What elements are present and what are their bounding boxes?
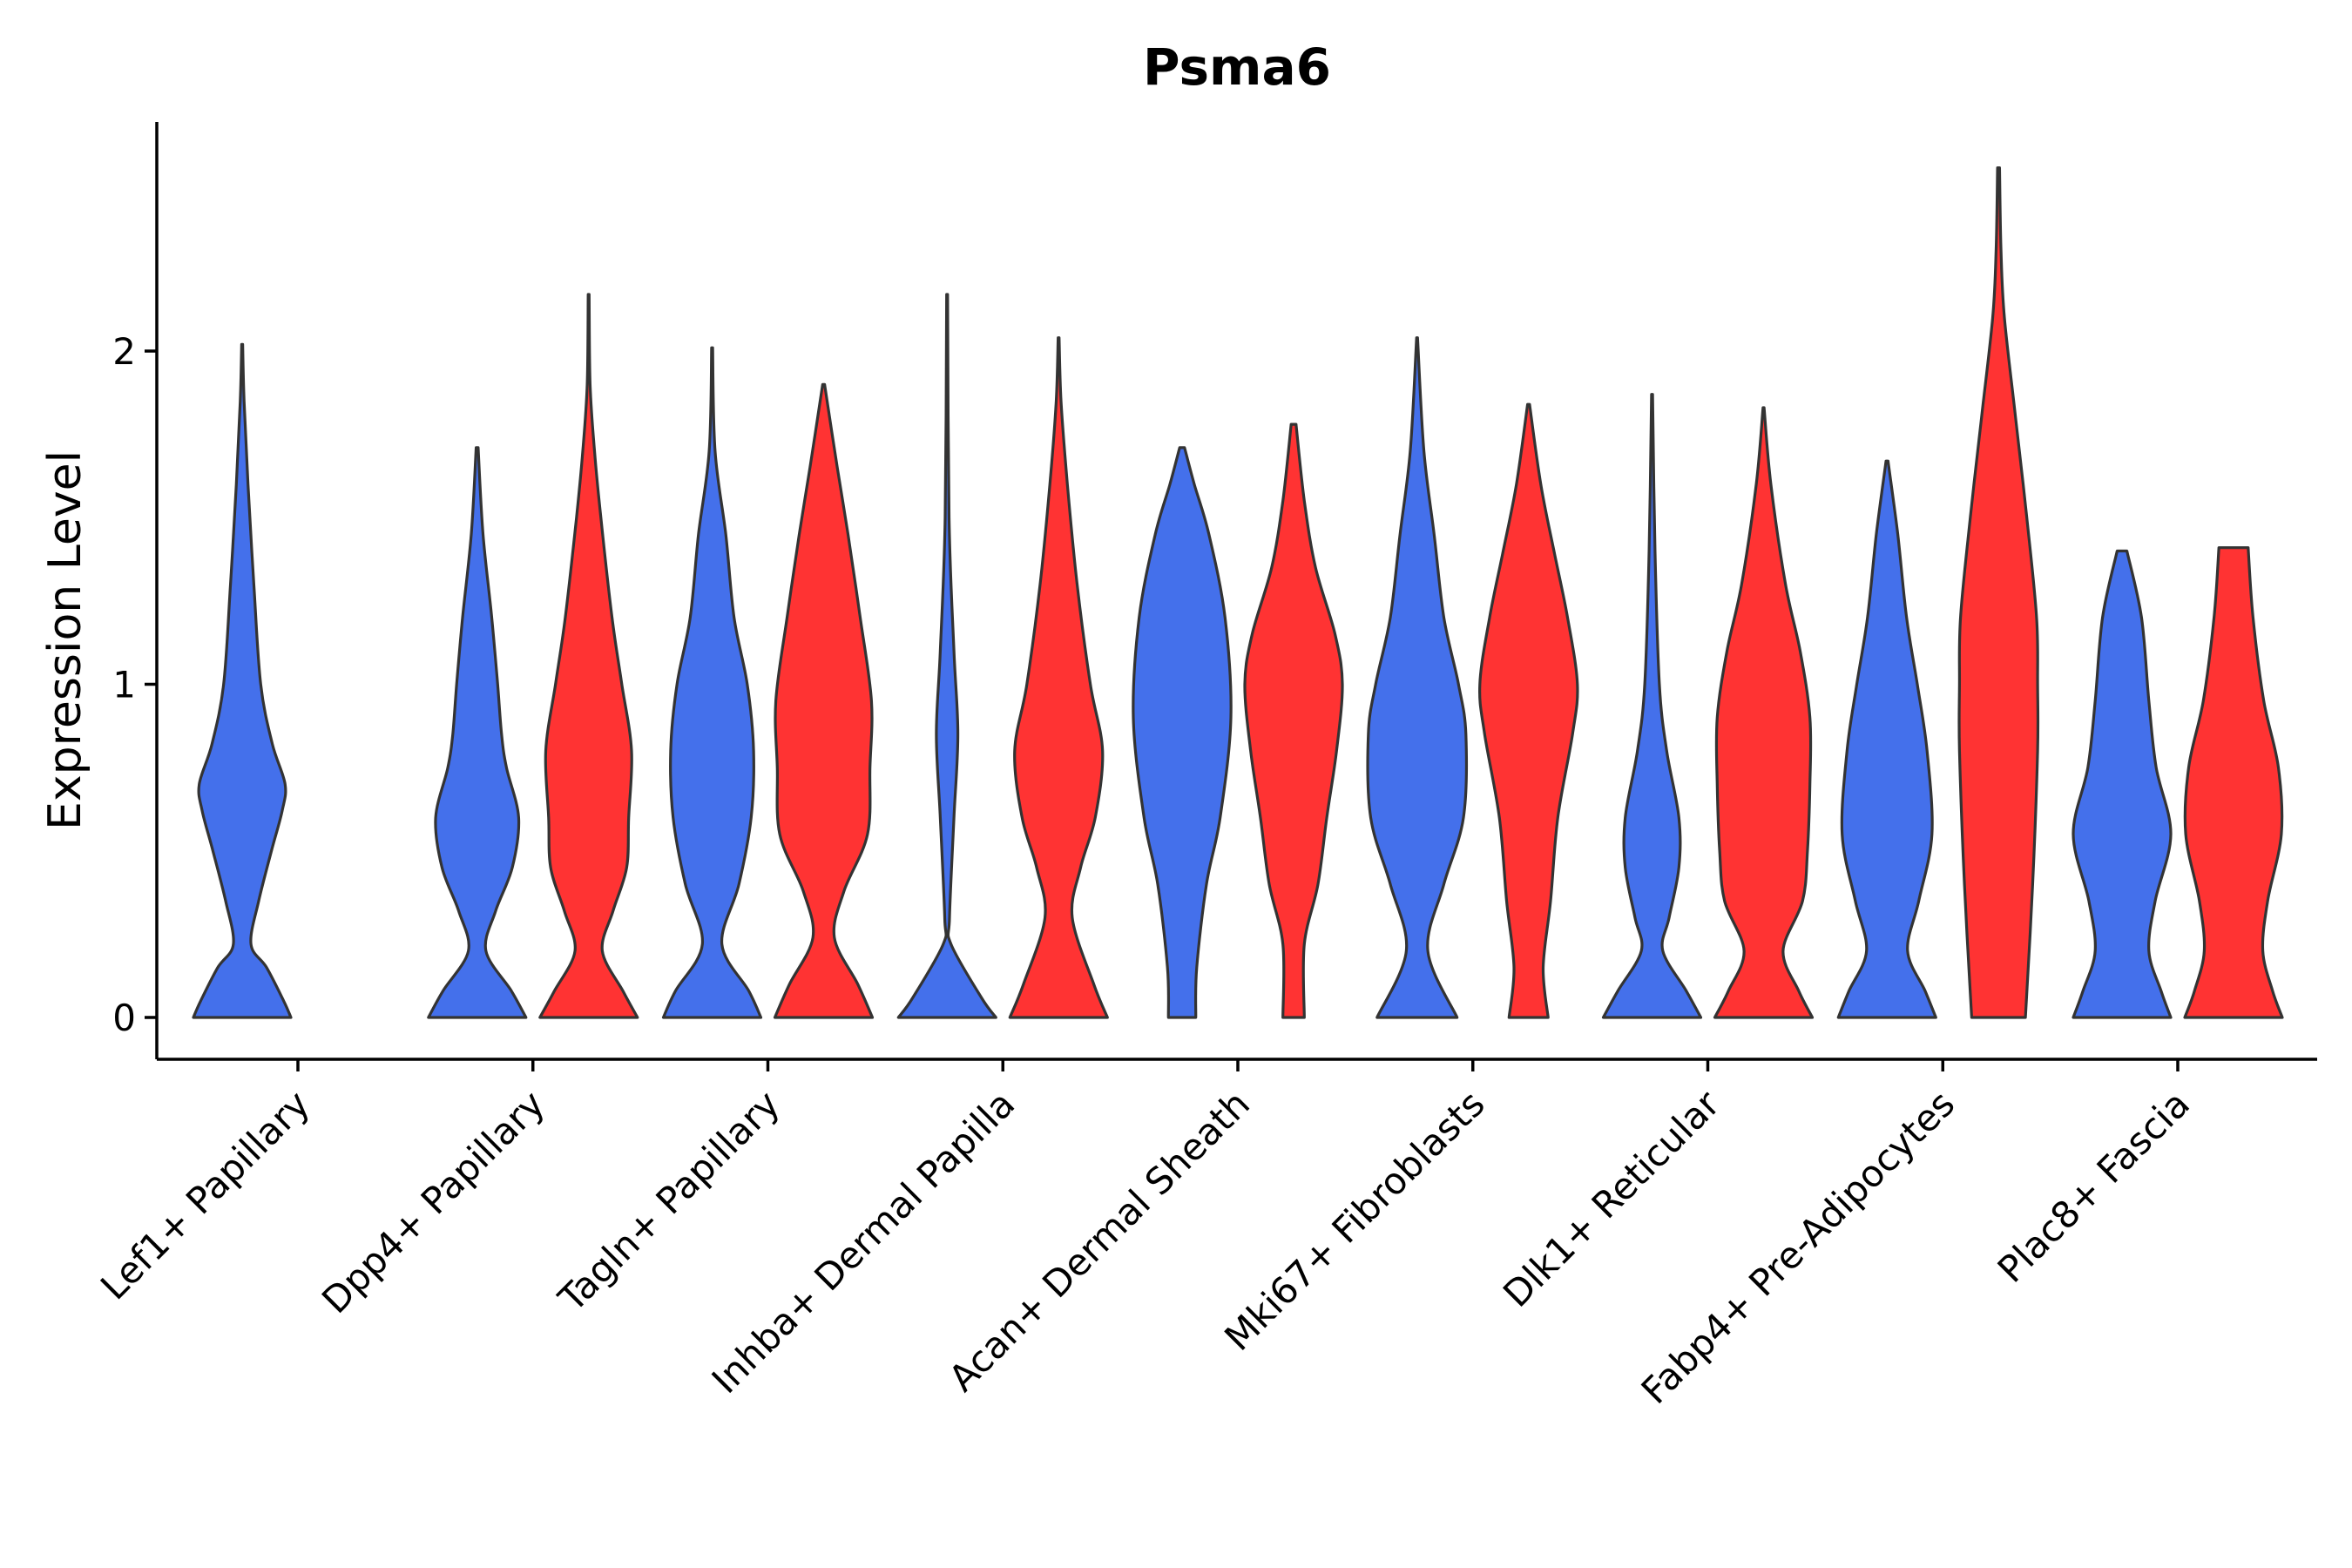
x-tick-label: Mki67+ Fibroblasts bbox=[1216, 1082, 1492, 1358]
violin-blue-5 bbox=[1366, 336, 1469, 1019]
x-tick-label: Dpp4+ Papillary bbox=[314, 1082, 553, 1321]
chart-title: Psma6 bbox=[1143, 37, 1331, 97]
x-tick-label: Lef1+ Papillary bbox=[92, 1082, 318, 1308]
x-tick-label: Plac8+ Fascia bbox=[1990, 1082, 2198, 1290]
violin-red-4 bbox=[1243, 422, 1344, 1019]
violin-blue-4 bbox=[1132, 446, 1233, 1019]
violin-blue-7 bbox=[1836, 459, 1937, 1019]
y-tick-label: 0 bbox=[112, 997, 136, 1039]
x-tick-label: Dlk1+ Reticular bbox=[1495, 1082, 1728, 1315]
violin-blue-8 bbox=[2072, 549, 2173, 1019]
violin-blue-3 bbox=[896, 293, 997, 1019]
violin-red-3 bbox=[1008, 336, 1109, 1019]
violin-blue-6 bbox=[1601, 393, 1703, 1019]
violin-red-5 bbox=[1477, 402, 1579, 1019]
violin-red-7 bbox=[1957, 166, 2040, 1019]
y-tick-label: 2 bbox=[112, 330, 136, 373]
y-axis-label: Expression Level bbox=[39, 450, 91, 830]
x-tick-label: Tagln+ Papillary bbox=[550, 1082, 787, 1320]
violin-red-6 bbox=[1713, 406, 1815, 1019]
violin-red-2 bbox=[773, 382, 875, 1019]
violin-blue-0 bbox=[192, 342, 293, 1019]
y-tick-label: 1 bbox=[112, 664, 136, 706]
violins-group bbox=[192, 166, 2284, 1019]
violin-red-8 bbox=[2183, 546, 2284, 1019]
y-ticks: 0 1 2 bbox=[112, 330, 157, 1039]
violin-red-1 bbox=[538, 293, 639, 1019]
violin-blue-2 bbox=[661, 346, 763, 1019]
violin-blue-1 bbox=[427, 446, 528, 1019]
